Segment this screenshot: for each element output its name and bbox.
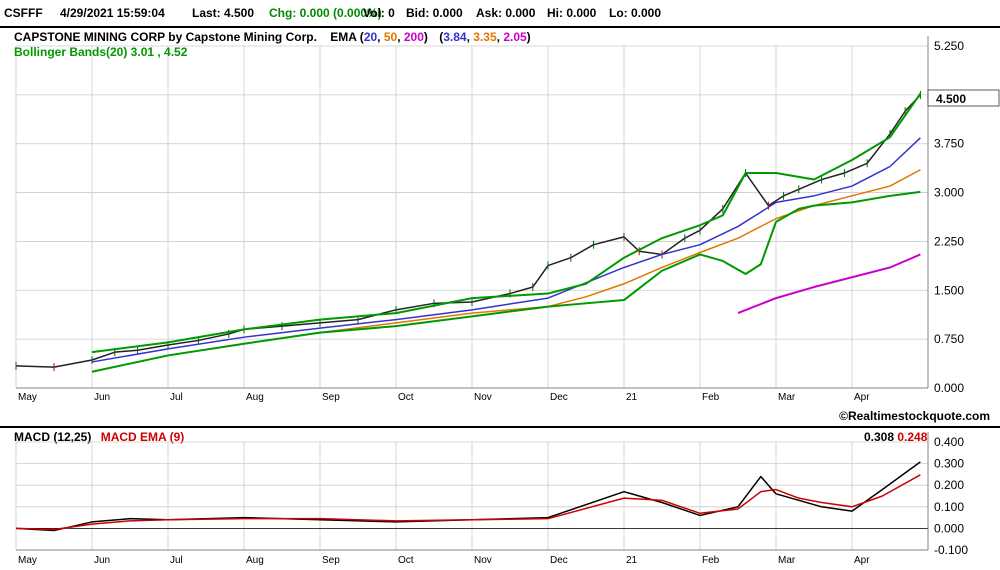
series-line-price (15, 94, 921, 368)
x-tick-label: Feb (702, 392, 720, 403)
price-grid (15, 36, 929, 389)
y-tick-label: 0.750 (934, 332, 964, 346)
x-tick-label: 21 (626, 392, 638, 403)
series-line-bollinger-upper (91, 92, 922, 354)
y-tick-label: 3.000 (934, 186, 964, 200)
price-legend: CAPSTONE MINING CORP by Capstone Mining … (14, 30, 531, 44)
series-line-macd-ema (15, 474, 921, 531)
y-tick-label: 0.000 (934, 381, 964, 395)
x-tick-label: Jun (94, 555, 110, 566)
source-credit[interactable]: ©Realtimestockquote.com (839, 409, 990, 423)
quote-low: Lo: 0.000 (609, 6, 662, 20)
bollinger-legend: Bollinger Bands(20) 3.01 , 4.52 (14, 45, 188, 59)
quote-volume: Vol: 0 (363, 6, 395, 20)
x-tick-label: May (18, 392, 37, 403)
price-series (15, 90, 922, 373)
quote-change: Chg: 0.000 (0.000%) (269, 6, 382, 20)
x-tick-label: Apr (854, 555, 870, 566)
quote-last: Last: 4.500 (192, 6, 255, 20)
y-tick-label: 0.200 (934, 478, 964, 492)
x-tick-label: Oct (398, 392, 414, 403)
ema-close-values: ) (526, 30, 531, 44)
ema-label: EMA ( (330, 30, 364, 44)
ema-open-values: ( (439, 30, 444, 44)
x-tick-label: Sep (322, 392, 340, 403)
x-tick-label: Oct (398, 555, 414, 566)
x-tick-label: Aug (246, 392, 264, 403)
panel-separator (0, 426, 1000, 428)
quote-ask: Ask: 0.000 (476, 6, 536, 20)
ema-value-50: 3.35 (473, 30, 497, 44)
series-line-ema-200 (737, 253, 921, 315)
quote-bar: CSFFF 4/29/2021 15:59:04 Last: 4.500 Chg… (0, 0, 1000, 28)
x-tick-label: Nov (474, 392, 492, 403)
quote-bid: Bid: 0.000 (406, 6, 463, 20)
x-tick-label: Jun (94, 392, 110, 403)
x-tick-label: Mar (778, 555, 796, 566)
x-tick-label: Dec (550, 392, 568, 403)
series-line-ema-20 (91, 137, 921, 363)
series-line-macd (15, 461, 921, 532)
x-tick-label: Dec (550, 555, 568, 566)
macd-chart: -0.100 0.000 0.100 0.200 0.300 0.400 May Jun Ju… (15, 432, 968, 566)
y-tick-label: 0.300 (934, 457, 964, 471)
y-tick-label: 0.000 (934, 521, 964, 535)
y-tick-label: 1.500 (934, 283, 964, 297)
price-chart: 0.000 0.750 1.500 2.250 3.000 3.750 4.500 5.250… (15, 36, 1000, 403)
x-tick-label: May (18, 555, 37, 566)
macd-ema-value: 0.248 (897, 430, 928, 444)
series-line-ema-50 (167, 169, 921, 357)
y-tick-label: 3.750 (934, 137, 964, 151)
y-tick-label: 0.400 (934, 435, 964, 449)
macd-y-tick-labels: -0.100 0.000 0.100 0.200 0.300 0.400 (934, 435, 968, 557)
ema-value-20: 3.84 (443, 30, 467, 44)
quote-datetime: 4/29/2021 15:59:04 (60, 6, 165, 20)
x-tick-label: Sep (322, 555, 340, 566)
y-tick-label: 2.250 (934, 234, 964, 248)
company-title: CAPSTONE MINING CORP by Capstone Mining … (14, 30, 317, 44)
x-tick-label: Mar (778, 392, 796, 403)
quote-high: Hi: 0.000 (547, 6, 597, 20)
y-tick-label: 0.100 (934, 500, 964, 514)
last-price-tag: 4.500 (936, 92, 966, 106)
x-tick-label: Jul (170, 555, 183, 566)
ema-value-200: 2.05 (503, 30, 527, 44)
ema-period-20: 20 (363, 30, 378, 44)
last-price-tag-box (927, 89, 1000, 107)
x-tick-label: Feb (702, 555, 720, 566)
macd-legend: MACD (12,25) MACD EMA (9) (14, 430, 184, 444)
x-tick-label: 21 (626, 555, 638, 566)
x-tick-label: Aug (246, 555, 264, 566)
series-line-bollinger-lower (91, 190, 921, 373)
ticker-symbol: CSFFF (4, 6, 43, 20)
x-tick-label: Nov (474, 555, 492, 566)
macd-label: MACD (12,25) (14, 430, 92, 444)
y-tick-label: 5.250 (934, 39, 964, 53)
macd-ema-label: MACD EMA (9) (100, 430, 185, 444)
macd-value: 0.308 (864, 430, 895, 444)
macd-values: 0.308 0.248 (864, 430, 927, 444)
ema-close: ) (423, 30, 428, 44)
x-tick-label: Jul (170, 392, 183, 403)
macd-grid (15, 432, 929, 551)
y-tick-label: -0.100 (934, 543, 968, 557)
x-tick-label: Apr (854, 392, 870, 403)
ema-period-200: 200 (403, 30, 424, 44)
price-x-tick-labels: May Jun Jul Aug Sep Oct Nov Dec 21 Feb Mar Apr (18, 392, 870, 403)
ema-period-50: 50 (383, 30, 398, 44)
macd-series (15, 461, 921, 532)
macd-x-tick-labels: May Jun Jul Aug Sep Oct Nov Dec 21 Feb Mar Apr (18, 555, 870, 566)
